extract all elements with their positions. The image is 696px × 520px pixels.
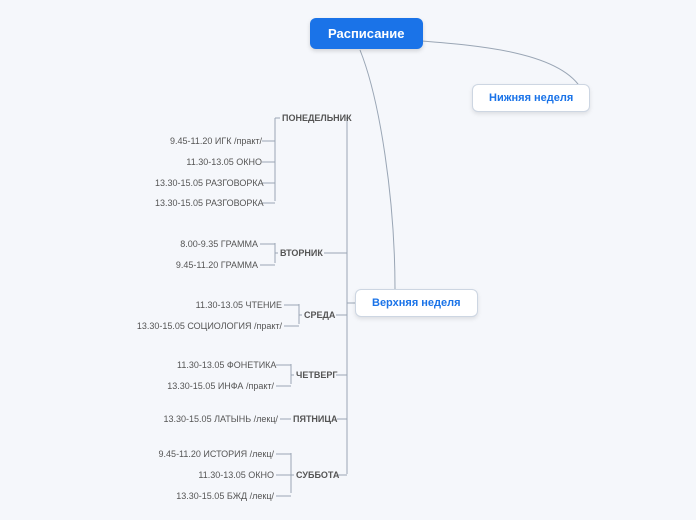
schedule-item: 13.30-15.05 ИНФА /практ/ <box>163 381 274 391</box>
schedule-item: 13.30-15.05 БЖД /лекц/ <box>173 491 274 501</box>
schedule-item: 8.00-9.35 ГРАММА <box>176 239 258 249</box>
schedule-item: 9.45-11.20 ИГК /практ/ <box>162 136 262 146</box>
day-label: СУББОТА <box>296 470 336 480</box>
day-label: ПЯТНИЦА <box>293 414 335 424</box>
lower-week-node: Нижняя неделя <box>472 84 590 112</box>
root-node: Расписание <box>310 18 423 49</box>
schedule-item: 13.30-15.05 РАЗГОВОРКА <box>155 198 262 208</box>
schedule-item: 9.45-11.20 ИСТОРИЯ /лекц/ <box>157 449 274 459</box>
schedule-item: 11.30-13.05 ЧТЕНИЕ <box>195 300 282 310</box>
day-label: ЧЕТВЕРГ <box>296 370 334 380</box>
connectors <box>0 0 696 520</box>
schedule-item: 9.45-11.20 ГРАММА <box>171 260 258 270</box>
schedule-item: 11.30-13.05 ОКНО <box>180 157 262 167</box>
mindmap-canvas: { "type": "mindmap", "background_color":… <box>0 0 696 520</box>
day-label: ВТОРНИК <box>280 248 322 258</box>
upper-week-node: Верхняя неделя <box>355 289 478 317</box>
schedule-item: 11.30-13.05 ФОНЕТИКА <box>177 360 274 370</box>
schedule-item: 13.30-15.05 РАЗГОВОРКА <box>155 178 262 188</box>
schedule-item: 13.30-15.05 ЛАТЫНЬ /лекц/ <box>162 414 278 424</box>
day-label: СРЕДА <box>304 310 334 320</box>
schedule-item: 13.30-15.05 СОЦИОЛОГИЯ /практ/ <box>135 321 282 331</box>
schedule-item: 11.30-13.05 ОКНО <box>192 470 274 480</box>
day-label: ПОНЕДЕЛЬНИК <box>282 113 344 123</box>
